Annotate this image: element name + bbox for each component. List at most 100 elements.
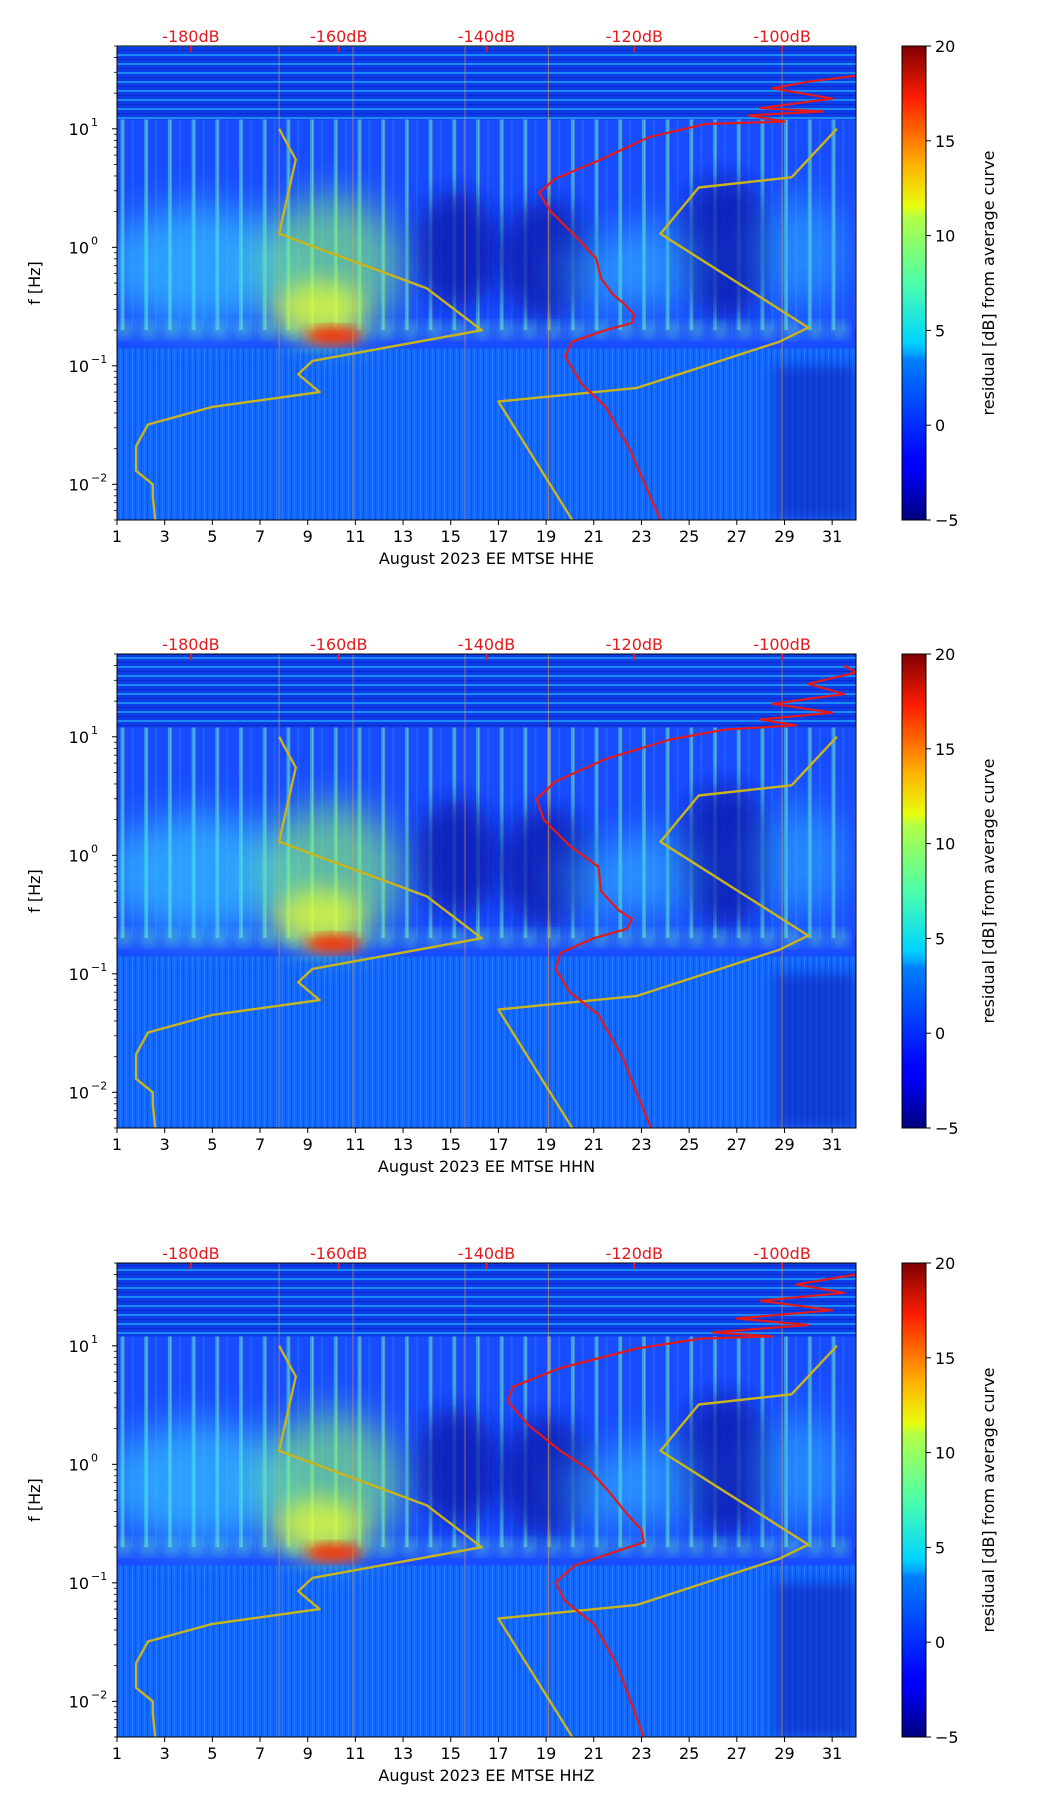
x-tick-label: 9 (303, 1744, 313, 1763)
db-scale-label: -180dB (162, 635, 219, 654)
y-tick-label: 10 (69, 238, 89, 257)
y-tick-label: 10 (69, 475, 89, 494)
microseism-glow (496, 930, 515, 947)
x-tick-label: 29 (774, 527, 794, 546)
microseism-glow (210, 1539, 229, 1556)
red-curve (506, 1273, 856, 1737)
db-scale-label: -120dB (606, 1244, 663, 1263)
colorbar-tick-label: 10 (935, 1444, 955, 1463)
colorbar-gradient (901, 1262, 927, 1738)
x-tick-label: 15 (441, 1744, 461, 1763)
microseism-glow (377, 1539, 396, 1556)
colorbar-tick-label: 20 (935, 37, 955, 56)
x-tick-label: 7 (255, 1744, 265, 1763)
yellow-curve-2 (497, 127, 838, 520)
colorbar-label: residual [dB] from average curve (979, 1368, 998, 1633)
y-tick-exponent: −2 (91, 1688, 107, 1701)
colorbar-tick-label: 10 (935, 835, 955, 854)
x-tick-label: 1 (112, 1744, 122, 1763)
microseism-glow (117, 322, 134, 339)
microseism-glow (687, 322, 706, 339)
colorbar-tick-label: 20 (935, 1254, 955, 1273)
x-tick-label: 27 (727, 1135, 747, 1154)
microseism-glow (425, 1539, 444, 1556)
x-tick-label: 17 (488, 527, 508, 546)
colorbar-gradient (901, 45, 927, 521)
microseism-glow (210, 930, 229, 947)
x-tick-label: 23 (631, 527, 651, 546)
x-tick-label: 15 (441, 1135, 461, 1154)
y-tick-label: 10 (69, 1083, 89, 1102)
x-tick-label: 5 (207, 527, 217, 546)
y-axis-label: f [Hz] (25, 1478, 44, 1522)
low-frequency-texture (117, 348, 856, 520)
microseism-glow (734, 1539, 753, 1556)
y-tick-exponent: −1 (91, 353, 107, 366)
microseism-glow (138, 322, 157, 339)
colorbar-tick-label: 0 (935, 1633, 945, 1652)
yellow-curve-1 (134, 736, 483, 1128)
microseism-glow (687, 1539, 706, 1556)
microseism-glow (425, 930, 444, 947)
colorbar-tick-label: −5 (935, 1119, 959, 1138)
x-tick-label: 29 (774, 1135, 794, 1154)
y-tick-label: 10 (69, 846, 89, 865)
db-scale-label: -160dB (310, 1244, 367, 1263)
microseism-glow (711, 322, 730, 339)
microseism-glow (162, 1539, 181, 1556)
colorbar-tick-label: 15 (935, 132, 955, 151)
y-tick-exponent: 0 (91, 234, 98, 247)
x-tick-label: 21 (584, 1135, 604, 1154)
yellow-curve-2 (497, 1344, 838, 1737)
yellow-curve-2 (497, 735, 838, 1128)
db-scale-label: -160dB (310, 635, 367, 654)
x-axis-label: August 2023 EE MTSE HHN (378, 1157, 595, 1176)
colorbar-tick-label: 10 (935, 227, 955, 246)
microseism-glow (663, 930, 682, 947)
microseism-glow (639, 930, 658, 947)
microseism-glow (711, 930, 730, 947)
x-tick-label: 7 (255, 527, 265, 546)
energy-cloud (756, 197, 847, 308)
x-tick-label: 31 (822, 1135, 842, 1154)
quiet-zone (774, 365, 856, 520)
microseism-glow (234, 322, 253, 339)
x-tick-label: 23 (631, 1744, 651, 1763)
colorbar: 20 15 10 5 0 −5 residual [dB] from average cur… (901, 1254, 998, 1747)
colorbar-tick-label: 15 (935, 740, 955, 759)
colorbar-tick-label: 0 (935, 1024, 945, 1043)
microseism-glow (806, 1539, 825, 1556)
x-tick-label: 31 (822, 527, 842, 546)
energy-cloud (756, 805, 847, 916)
yellow-curve-1 (134, 1345, 483, 1737)
colorbar-gradient (901, 653, 927, 1129)
y-tick-exponent: 1 (91, 724, 98, 737)
x-tick-label: 3 (160, 527, 170, 546)
x-tick-label: 15 (441, 527, 461, 546)
microseism-glow (234, 1539, 253, 1556)
spectrogram (117, 654, 856, 1128)
microseism-glow (117, 1539, 134, 1556)
microseism-glow (568, 1539, 587, 1556)
microseism-glow (544, 930, 563, 947)
x-tick-label: 19 (536, 1744, 556, 1763)
db-scale-label: -140dB (458, 1244, 515, 1263)
high-frequency-texture (117, 1263, 856, 1337)
x-tick-label: 27 (727, 1744, 747, 1763)
microseism-glow (830, 1539, 849, 1556)
microseism-glow (162, 322, 181, 339)
microseism-glow (520, 1539, 539, 1556)
microseism-glow (496, 322, 515, 339)
db-scale-label: -180dB (162, 27, 219, 46)
microseism-glow (234, 930, 253, 947)
colorbar-tick-label: 5 (935, 929, 945, 948)
colorbar-tick-label: 5 (935, 1538, 945, 1557)
quiet-zone (677, 175, 773, 319)
microseism-glow (734, 930, 753, 947)
db-scale-label: -120dB (606, 27, 663, 46)
colorbar-tick-label: 15 (935, 1349, 955, 1368)
x-axis-label: August 2023 EE MTSE HHE (379, 549, 594, 568)
db-scale-label: -100dB (753, 635, 810, 654)
red-curve (535, 664, 856, 1128)
